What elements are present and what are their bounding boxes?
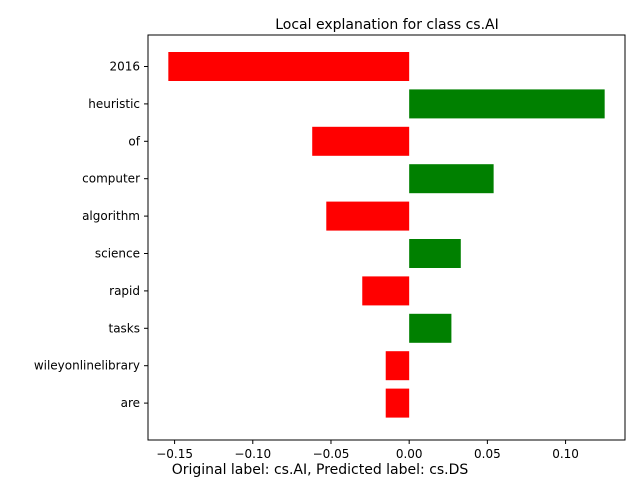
bar-of	[312, 126, 410, 156]
bar-series	[168, 52, 605, 418]
chart-title: Local explanation for class cs.AI	[275, 17, 499, 33]
y-tick-label: of	[128, 134, 140, 148]
bar-heuristic	[409, 89, 605, 119]
y-tick-label: computer	[82, 172, 140, 186]
bar-2016	[168, 52, 410, 81]
x-tick-label: −0.15	[156, 447, 193, 461]
bar-algorithm	[326, 201, 410, 231]
y-tick-label: wileyonlinelibrary	[34, 359, 140, 373]
y-axis: 2016 heuristic of computer algorithm science r…	[34, 60, 148, 410]
x-tick-label: 0.05	[474, 447, 501, 461]
bar-wileyonlinelibrary	[385, 351, 410, 381]
bar-tasks	[409, 313, 452, 343]
y-tick-label: science	[95, 247, 140, 261]
y-tick-label: rapid	[109, 284, 140, 298]
x-tick-label: −0.05	[313, 447, 350, 461]
x-tick-label: 0.00	[396, 447, 423, 461]
y-tick-label: algorithm	[82, 209, 140, 223]
bar-rapid	[362, 276, 410, 306]
x-tick-label: −0.10	[234, 447, 271, 461]
bar-computer	[409, 164, 494, 194]
x-axis: −0.15 −0.10 −0.05 0.00 0.05 0.10	[156, 440, 579, 461]
y-tick-label: 2016	[109, 60, 140, 74]
bar-are	[385, 388, 410, 418]
y-tick-label: tasks	[108, 321, 140, 335]
bar-science	[409, 239, 461, 268]
plot-frame	[147, 34, 626, 441]
prediction-caption: Original label: cs.AI, Predicted label: …	[172, 462, 469, 478]
x-tick-label: 0.10	[552, 447, 579, 461]
y-tick-label: are	[121, 396, 140, 410]
y-tick-label: heuristic	[88, 97, 140, 111]
